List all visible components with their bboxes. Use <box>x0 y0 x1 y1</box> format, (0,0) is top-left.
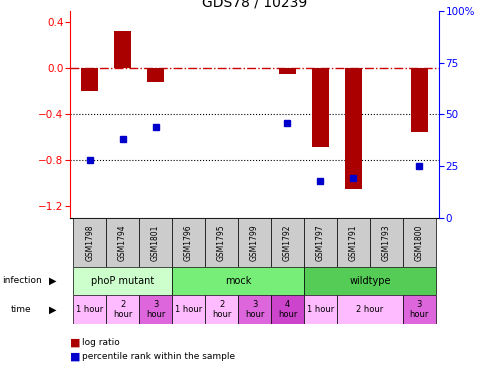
Text: GSM1799: GSM1799 <box>250 224 259 261</box>
Bar <box>73 267 172 295</box>
Text: 4
hour: 4 hour <box>278 300 297 319</box>
Bar <box>147 68 164 82</box>
Text: 1 hour: 1 hour <box>76 305 103 314</box>
Text: 3
hour: 3 hour <box>245 300 264 319</box>
Bar <box>403 218 436 267</box>
Bar <box>139 295 172 324</box>
Bar <box>81 68 98 92</box>
Text: wildtype: wildtype <box>349 276 391 286</box>
Bar <box>312 68 329 146</box>
Text: GSM1800: GSM1800 <box>415 224 424 261</box>
Bar <box>345 68 362 189</box>
Text: GSM1795: GSM1795 <box>217 224 226 261</box>
Bar <box>139 218 172 267</box>
Bar <box>172 295 205 324</box>
Bar <box>304 267 436 295</box>
Bar <box>271 218 304 267</box>
Title: GDS78 / 10239: GDS78 / 10239 <box>202 0 307 10</box>
Text: GSM1793: GSM1793 <box>382 224 391 261</box>
Text: log ratio: log ratio <box>82 338 120 347</box>
Text: 2
hour: 2 hour <box>212 300 231 319</box>
Text: 2
hour: 2 hour <box>113 300 132 319</box>
Text: GSM1791: GSM1791 <box>349 224 358 261</box>
Text: ▶: ▶ <box>49 276 56 286</box>
Bar <box>238 295 271 324</box>
Text: 3
hour: 3 hour <box>410 300 429 319</box>
Text: 3
hour: 3 hour <box>146 300 165 319</box>
Bar <box>205 295 238 324</box>
Text: GSM1794: GSM1794 <box>118 224 127 261</box>
Text: infection: infection <box>2 276 42 285</box>
Text: GSM1797: GSM1797 <box>316 224 325 261</box>
Text: 1 hour: 1 hour <box>307 305 334 314</box>
Bar <box>304 218 337 267</box>
Bar <box>304 295 337 324</box>
Text: ▶: ▶ <box>49 304 56 314</box>
Bar <box>337 295 403 324</box>
Text: mock: mock <box>225 276 251 286</box>
Text: GSM1792: GSM1792 <box>283 224 292 261</box>
Bar <box>238 218 271 267</box>
Text: GSM1801: GSM1801 <box>151 224 160 261</box>
Bar <box>403 295 436 324</box>
Bar <box>106 218 139 267</box>
Text: 1 hour: 1 hour <box>175 305 202 314</box>
Bar <box>106 295 139 324</box>
Text: ■: ■ <box>70 337 80 347</box>
Text: phoP mutant: phoP mutant <box>91 276 154 286</box>
Bar <box>73 295 106 324</box>
Bar <box>205 218 238 267</box>
Bar <box>73 218 106 267</box>
Text: GSM1798: GSM1798 <box>85 224 94 261</box>
Text: time: time <box>11 305 31 314</box>
Bar <box>279 68 296 74</box>
Text: GSM1796: GSM1796 <box>184 224 193 261</box>
Bar <box>271 295 304 324</box>
Text: 2 hour: 2 hour <box>356 305 384 314</box>
Text: percentile rank within the sample: percentile rank within the sample <box>82 352 236 361</box>
Bar <box>172 218 205 267</box>
Bar <box>337 218 370 267</box>
Text: ■: ■ <box>70 352 80 362</box>
Bar <box>114 30 131 68</box>
Bar <box>411 68 428 132</box>
Bar <box>172 267 304 295</box>
Bar <box>370 218 403 267</box>
